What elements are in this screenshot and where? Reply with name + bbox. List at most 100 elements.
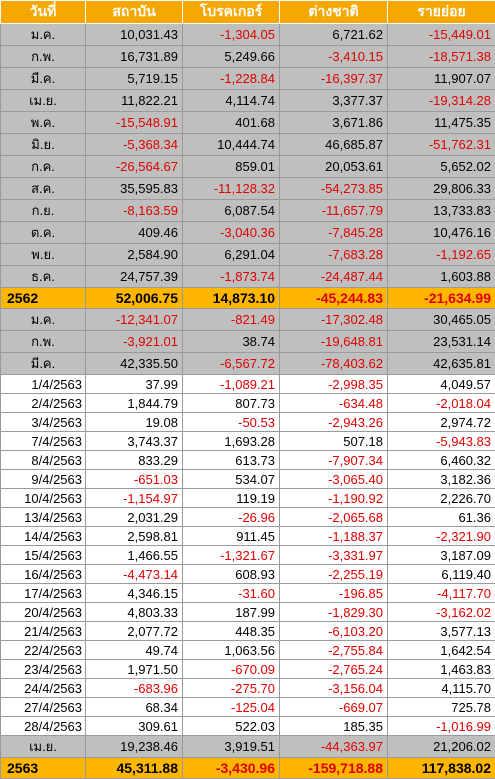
institution-value: 37.99 (86, 375, 183, 394)
retail-value: 1,603.88 (388, 266, 495, 288)
retail-value: 13,733.83 (388, 200, 495, 222)
broker-value: 608.93 (183, 565, 280, 584)
retail-value: 29,806.33 (388, 178, 495, 200)
foreign-value: 6,721.62 (280, 24, 388, 46)
retail-value: -2,018.04 (388, 394, 495, 413)
institution-value: 11,822.21 (86, 90, 183, 112)
broker-value: 6,291.04 (183, 244, 280, 266)
foreign-value: -16,397.37 (280, 68, 388, 90)
foreign-value: -19,648.81 (280, 331, 388, 353)
row-label: ส.ค. (1, 178, 86, 200)
broker-value: 448.35 (183, 622, 280, 641)
broker-value: 38.74 (183, 331, 280, 353)
row-label: 2562 (1, 288, 86, 309)
broker-value: -1,321.67 (183, 546, 280, 565)
foreign-value: -159,718.88 (280, 758, 388, 779)
institution-value: 10,031.43 (86, 24, 183, 46)
institution-value: 4,346.15 (86, 584, 183, 603)
foreign-value: -2,755.84 (280, 641, 388, 660)
row-label: 24/4/2563 (1, 679, 86, 698)
institution-value: 19,238.46 (86, 736, 183, 758)
institution-value: 833.29 (86, 451, 183, 470)
retail-value: 1,463.83 (388, 660, 495, 679)
row-label: มิ.ย. (1, 134, 86, 156)
header-date: วันที่ (1, 1, 86, 24)
row-label: ต.ค. (1, 222, 86, 244)
institution-value: -1,154.97 (86, 489, 183, 508)
foreign-value: -196.85 (280, 584, 388, 603)
broker-value: 4,114.74 (183, 90, 280, 112)
foreign-value: -2,943.26 (280, 413, 388, 432)
broker-value: -6,567.72 (183, 353, 280, 375)
institution-value: 5,719.15 (86, 68, 183, 90)
retail-value: -5,943.83 (388, 432, 495, 451)
broker-value: -821.49 (183, 309, 280, 331)
broker-value: 6,087.54 (183, 200, 280, 222)
retail-value: 21,206.02 (388, 736, 495, 758)
institution-value: -4,473.14 (86, 565, 183, 584)
row-label: ม.ค. (1, 24, 86, 46)
foreign-value: -634.48 (280, 394, 388, 413)
institution-value: 19.08 (86, 413, 183, 432)
foreign-value: -6,103.20 (280, 622, 388, 641)
row-label: 17/4/2563 (1, 584, 86, 603)
foreign-value: -2,765.24 (280, 660, 388, 679)
foreign-value: -1,190.92 (280, 489, 388, 508)
row-label: พ.ย. (1, 244, 86, 266)
retail-value: -19,314.28 (388, 90, 495, 112)
foreign-value: -3,410.15 (280, 46, 388, 68)
row-label: ก.ค. (1, 156, 86, 178)
institution-value: 3,743.37 (86, 432, 183, 451)
retail-value: 725.78 (388, 698, 495, 717)
broker-value: 1,063.56 (183, 641, 280, 660)
foreign-value: -669.07 (280, 698, 388, 717)
broker-value: 3,919.51 (183, 736, 280, 758)
row-label: 9/4/2563 (1, 470, 86, 489)
broker-value: -3,430.96 (183, 758, 280, 779)
header-foreign: ต่างชาติ (280, 1, 388, 24)
institution-value: -15,548.91 (86, 112, 183, 134)
row-label: ธ.ค. (1, 266, 86, 288)
retail-value: 2,226.70 (388, 489, 495, 508)
retail-value: -15,449.01 (388, 24, 495, 46)
retail-value: -1,192.65 (388, 244, 495, 266)
row-label: ก.พ. (1, 46, 86, 68)
broker-value: 187.99 (183, 603, 280, 622)
foreign-value: -17,302.48 (280, 309, 388, 331)
broker-value: -275.70 (183, 679, 280, 698)
retail-value: 4,115.70 (388, 679, 495, 698)
foreign-value: 185.35 (280, 717, 388, 736)
row-label: 23/4/2563 (1, 660, 86, 679)
institution-value: 4,803.33 (86, 603, 183, 622)
retail-value: 10,476.16 (388, 222, 495, 244)
institution-value: -5,368.34 (86, 134, 183, 156)
row-label: 21/4/2563 (1, 622, 86, 641)
retail-value: 23,531.14 (388, 331, 495, 353)
foreign-value: 3,377.37 (280, 90, 388, 112)
foreign-value: -3,331.97 (280, 546, 388, 565)
institution-value: 2,077.72 (86, 622, 183, 641)
broker-value: 522.03 (183, 717, 280, 736)
institution-value: -26,564.67 (86, 156, 183, 178)
broker-value: -50.53 (183, 413, 280, 432)
